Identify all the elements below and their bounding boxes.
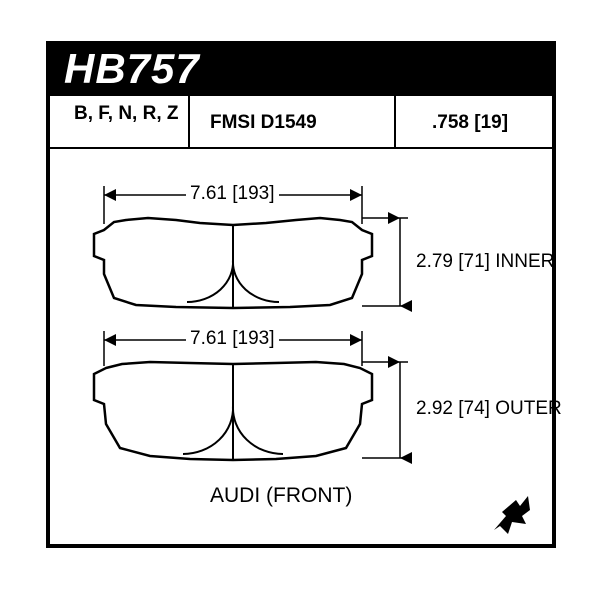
outer-width-label: 7.61 [193] [186, 328, 279, 350]
outer-height-label: 2.92 [74] OUTER [416, 398, 562, 420]
vehicle-text: AUDI (FRONT) [210, 484, 352, 508]
inner-height-dim [362, 218, 408, 306]
hawk-logo-icon [494, 496, 530, 534]
inner-height-label: 2.79 [71] INNER [416, 251, 554, 273]
inner-pad [94, 218, 372, 308]
outer-pad [94, 362, 372, 460]
inner-width-label: 7.61 [193] [186, 183, 279, 205]
diagram-svg [0, 0, 600, 600]
